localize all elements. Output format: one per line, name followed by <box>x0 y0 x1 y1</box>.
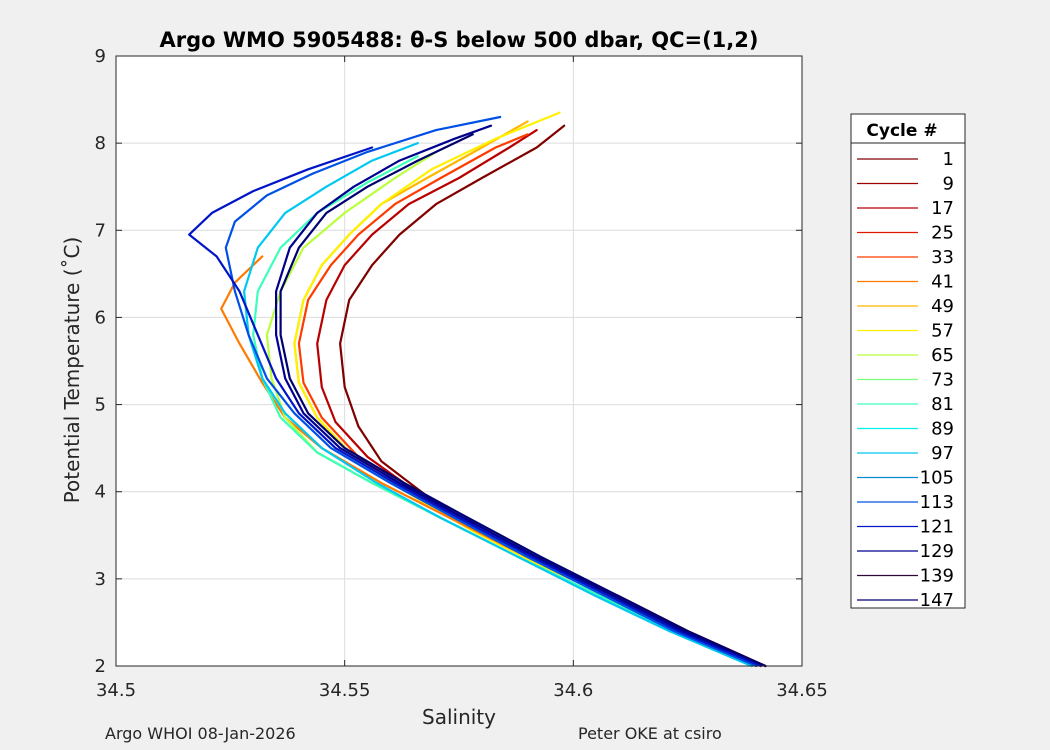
legend-label: 105 <box>920 468 954 489</box>
x-tick-labels: 34.5 34.55 34.6 34.65 <box>96 680 828 701</box>
series-line-cycle-113 <box>224 115 758 668</box>
tick-marks <box>115 55 803 667</box>
legend-label: 25 <box>931 223 954 244</box>
y-tick-labels: 2 3 4 5 6 7 8 9 <box>95 46 106 677</box>
legend-label: 129 <box>920 541 954 562</box>
plot-area <box>116 56 802 666</box>
legend-label: 113 <box>920 492 954 513</box>
y-axis-label: Potential Temperature (˚C) <box>60 237 84 504</box>
legend-label: 121 <box>920 517 954 538</box>
series-line-cycle-81 <box>252 155 758 668</box>
legend-label: 9 <box>943 174 954 195</box>
legend-label: 89 <box>931 419 954 440</box>
series-group <box>188 111 767 668</box>
y-tick-label: 7 <box>95 220 106 241</box>
x-tick-label: 34.65 <box>776 680 828 701</box>
y-tick-label: 6 <box>95 307 106 328</box>
y-tick-label: 3 <box>95 569 106 590</box>
legend-label: 73 <box>931 370 954 391</box>
legend-items: 1 9 17 25 33 41 49 57 65 73 81 89 97 105 113 121 129 139 1… <box>857 149 954 611</box>
legend-label: 139 <box>920 566 954 587</box>
legend-label: 41 <box>931 272 954 293</box>
y-tick-label: 4 <box>95 482 106 503</box>
legend-label: 81 <box>931 394 954 415</box>
legend-label: 49 <box>931 296 954 317</box>
footer-author: Peter OKE at csiro <box>578 724 722 743</box>
series-line-cycle-121 <box>188 146 762 668</box>
legend-box <box>850 113 966 609</box>
x-tick-label: 34.6 <box>553 680 593 701</box>
series-line-cycle-97 <box>243 142 753 668</box>
x-tick-label: 34.55 <box>319 680 371 701</box>
legend-label: 1 <box>943 149 954 170</box>
y-tick-label: 2 <box>95 656 106 677</box>
y-tick-label: 5 <box>95 395 106 416</box>
axes-box <box>115 55 803 667</box>
y-tick-label: 8 <box>95 133 106 154</box>
x-tick-label: 34.5 <box>96 680 136 701</box>
x-axis-label: Salinity <box>422 705 496 729</box>
legend: Cycle # 1 9 17 25 33 41 49 57 65 73 81 89 97 105 113 12… <box>850 113 966 611</box>
legend-label: 65 <box>931 345 954 366</box>
y-tick-label: 9 <box>95 46 106 67</box>
legend-title: Cycle # <box>866 121 937 141</box>
legend-label: 97 <box>931 443 954 464</box>
legend-label: 147 <box>920 590 954 611</box>
legend-label: 57 <box>931 321 954 342</box>
series-line-cycle-129 <box>275 124 767 668</box>
legend-label: 17 <box>931 198 954 219</box>
chart-title: Argo WMO 5905488: θ-S below 500 dbar, QC… <box>160 28 759 52</box>
series-line-cycle-147 <box>279 133 767 668</box>
legend-label: 33 <box>931 247 954 268</box>
footer-source: Argo WHOI 08-Jan-2026 <box>105 724 296 743</box>
